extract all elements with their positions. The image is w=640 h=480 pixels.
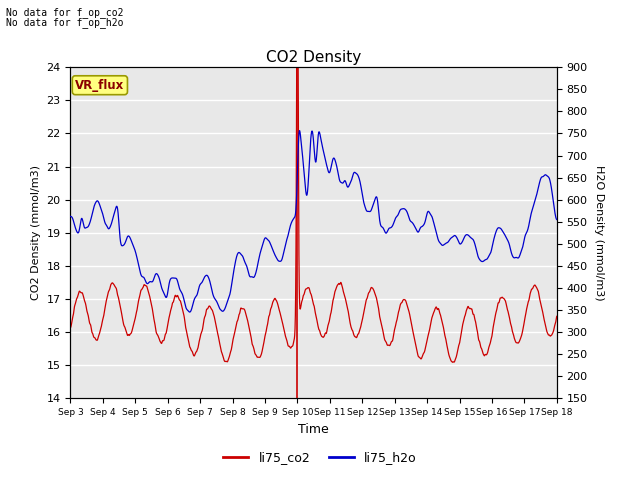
Y-axis label: CO2 Density (mmol/m3): CO2 Density (mmol/m3): [31, 165, 41, 300]
Y-axis label: H2O Density (mmol/m3): H2O Density (mmol/m3): [595, 165, 604, 300]
X-axis label: Time: Time: [298, 423, 329, 436]
Text: No data for f_op_co2: No data for f_op_co2: [6, 7, 124, 18]
Text: No data for f_op_h2o: No data for f_op_h2o: [6, 17, 124, 28]
Legend: li75_co2, li75_h2o: li75_co2, li75_h2o: [218, 446, 422, 469]
Text: VR_flux: VR_flux: [76, 79, 125, 92]
Title: CO2 Density: CO2 Density: [266, 49, 361, 65]
